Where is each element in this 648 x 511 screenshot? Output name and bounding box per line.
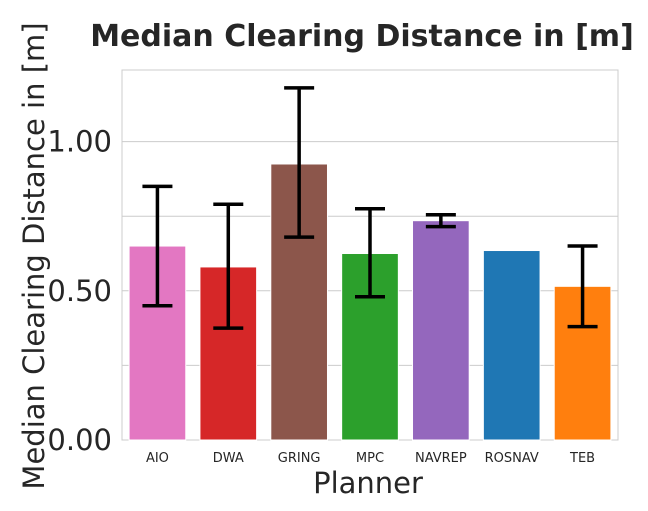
y-tick-label: 0.00 xyxy=(47,423,112,457)
x-tick-label: GRING xyxy=(278,451,321,466)
x-axis-label: Planner xyxy=(313,466,423,500)
chart-title: Median Clearing Distance in [m] xyxy=(90,19,634,54)
bar-rosnav xyxy=(482,250,541,441)
bars xyxy=(128,163,612,441)
error-bar-navrep xyxy=(425,212,456,229)
error-bar-gring xyxy=(284,86,315,239)
error-bar-aio xyxy=(142,184,173,308)
x-tick-label: ROSNAV xyxy=(485,451,539,466)
y-tick-label: 1.00 xyxy=(47,125,112,159)
y-axis-label: Median Clearing Distance in [m] xyxy=(17,22,51,489)
error-bar-teb xyxy=(567,244,598,329)
error-bar-dwa xyxy=(213,202,244,330)
x-tick-label: TEB xyxy=(569,451,595,466)
x-tick-label: DWA xyxy=(213,451,244,466)
x-tick-label: NAVREP xyxy=(415,451,467,466)
x-axis-ticks: AIO DWA GRING MPC NAVREP ROSNAV TEB xyxy=(146,451,595,466)
bar-navrep xyxy=(412,220,470,441)
y-tick-label: 0.50 xyxy=(47,274,112,308)
error-bar-mpc xyxy=(355,207,385,299)
x-tick-label: MPC xyxy=(356,451,384,466)
error-bars xyxy=(142,86,598,330)
x-tick-label: AIO xyxy=(146,451,169,466)
y-axis-ticks: 0.00 0.50 1.00 xyxy=(47,125,112,457)
